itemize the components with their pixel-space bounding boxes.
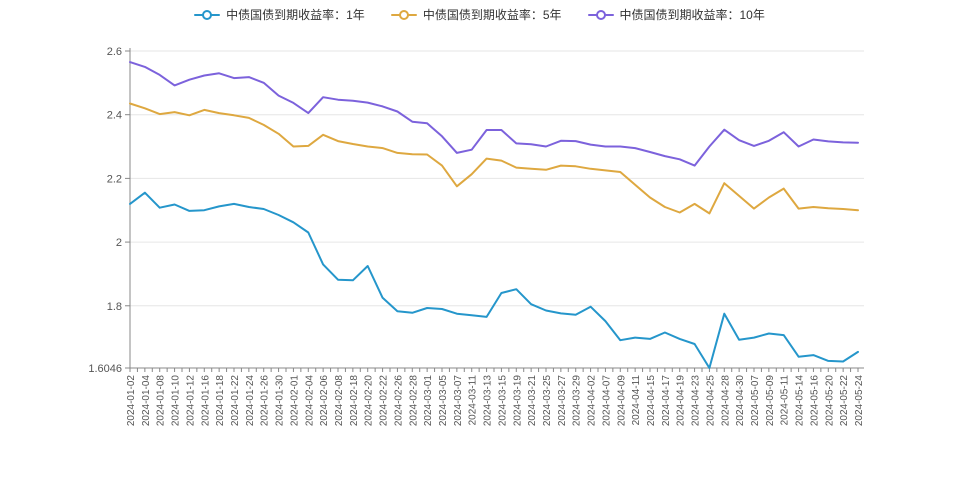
x-axis-label: 2024-04-25 <box>705 375 716 427</box>
x-axis-label: 2024-02-01 <box>289 375 300 427</box>
legend-line-circle-icon <box>587 8 614 22</box>
x-axis-label: 2024-03-19 <box>512 375 523 427</box>
x-axis-label: 2024-04-15 <box>646 375 657 427</box>
y-axis-label: 2.4 <box>107 110 122 122</box>
x-axis-label: 2024-01-18 <box>215 375 226 427</box>
x-axis-label: 2024-04-28 <box>720 375 731 427</box>
x-axis-label: 2024-02-28 <box>408 375 419 427</box>
legend-label: 中债国债到期收益率：10年 <box>619 8 765 22</box>
x-axis-label: 2024-04-09 <box>616 375 627 427</box>
x-axis-label: 2024-05-22 <box>839 375 850 427</box>
x-axis-label: 2024-03-01 <box>423 375 434 427</box>
legend-item-3[interactable]: 中债国债到期收益率：10年 <box>587 6 765 23</box>
x-axis-label: 2024-01-04 <box>141 375 152 427</box>
x-axis-label: 2024-05-20 <box>824 375 835 427</box>
x-axis-label: 2024-03-11 <box>468 375 479 426</box>
x-axis-label: 2024-01-16 <box>200 375 211 427</box>
x-axis-label: 2024-05-16 <box>809 375 820 427</box>
x-axis-label: 2024-04-02 <box>587 375 598 427</box>
x-axis-label: 2024-01-24 <box>245 375 256 427</box>
x-axis-label: 2024-05-07 <box>750 375 761 427</box>
x-axis-label: 2024-03-29 <box>572 375 583 427</box>
y-axis-label: 2 <box>116 237 122 249</box>
x-axis-label: 2024-02-20 <box>364 375 375 427</box>
x-axis-label: 2024-02-08 <box>334 375 345 427</box>
x-axis-label: 2024-02-06 <box>319 375 330 427</box>
series-line-2 <box>129 102 859 215</box>
x-axis-label: 2024-01-02 <box>126 375 137 427</box>
x-axis-label: 2024-03-13 <box>483 375 494 427</box>
legend-label: 中债国债到期收益率：5年 <box>422 8 562 22</box>
x-axis-label: 2024-03-07 <box>453 375 464 427</box>
x-axis-label: 2024-03-05 <box>438 375 449 427</box>
x-axis-label: 2024-02-18 <box>349 375 360 427</box>
x-axis-label: 2024-01-10 <box>171 375 182 427</box>
x-axis-label: 2024-05-11 <box>780 375 791 426</box>
x-axis-label: 2024-05-14 <box>795 375 806 427</box>
x-axis-label: 2024-01-22 <box>230 375 241 427</box>
legend-line-circle-icon <box>194 8 221 22</box>
chart-legend: 中债国债到期收益率：1年 中债国债到期收益率：5年 中债国债到期收益率：10年 <box>0 6 959 23</box>
x-axis-label: 2024-01-30 <box>275 375 286 427</box>
legend-item-2[interactable]: 中债国债到期收益率：5年 <box>390 6 562 23</box>
x-axis-label: 2024-03-15 <box>497 375 508 427</box>
y-axis-label: 2.2 <box>107 173 122 185</box>
legend-label: 中债国债到期收益率：1年 <box>226 8 365 22</box>
x-axis-label: 2024-03-27 <box>557 375 568 427</box>
series-line-3 <box>129 61 859 167</box>
x-axis-label: 2024-04-11 <box>631 375 642 426</box>
y-axis-label: 2.6 <box>107 46 122 58</box>
x-axis-label: 2024-01-26 <box>260 375 271 427</box>
x-axis-label: 2024-02-04 <box>304 375 315 427</box>
x-axis-label: 2024-04-23 <box>691 375 702 427</box>
x-axis-label: 2024-04-30 <box>735 375 746 427</box>
x-axis-label: 2024-01-12 <box>185 375 196 427</box>
legend-item-1[interactable]: 中债国债到期收益率：1年 <box>194 6 365 23</box>
y-axis-label: 1.8 <box>107 301 122 313</box>
x-axis-label: 2024-04-17 <box>661 375 672 427</box>
x-axis-label: 2024-04-07 <box>601 375 612 427</box>
legend-line-circle-icon <box>390 8 417 22</box>
x-axis-label: 2024-05-24 <box>854 375 865 427</box>
y-axis-label: 1.6046 <box>88 363 122 375</box>
x-axis-label: 2024-04-19 <box>676 375 687 427</box>
x-axis-label: 2024-03-21 <box>527 375 538 427</box>
x-axis-label: 2024-02-22 <box>379 375 390 427</box>
x-axis-label: 2024-02-26 <box>393 375 404 427</box>
series-line-1 <box>129 191 859 369</box>
x-axis-label: 2024-03-25 <box>542 375 553 427</box>
x-axis-label: 2024-01-08 <box>156 375 167 427</box>
x-axis-label: 2024-05-09 <box>765 375 776 427</box>
